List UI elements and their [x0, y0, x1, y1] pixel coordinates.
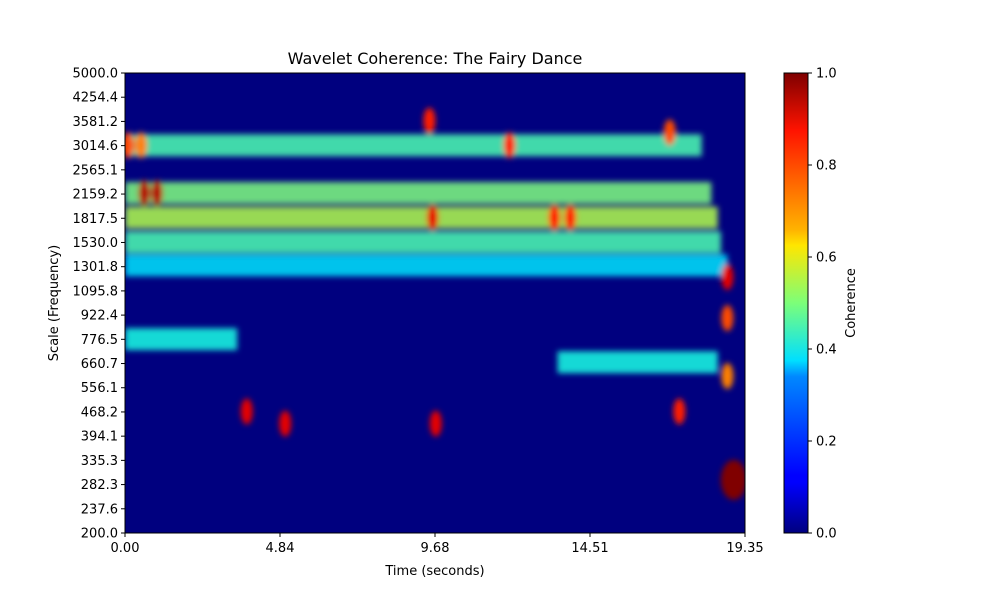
y-tick-label: 3014.6 [73, 139, 119, 154]
coherence-hotspot [426, 204, 439, 231]
y-tick-label: 335.3 [81, 454, 118, 469]
coherence-band [125, 328, 238, 351]
y-tick-label: 1817.5 [73, 212, 119, 227]
coherence-hotspot [135, 132, 148, 159]
y-tick-label: 237.6 [81, 502, 118, 517]
coherence-band [125, 231, 721, 254]
y-tick-label: 4254.4 [73, 91, 119, 106]
y-tick-label: 1530.0 [73, 236, 119, 251]
y-tick-label: 2565.1 [73, 163, 119, 178]
y-tick-label: 1301.8 [73, 260, 119, 275]
y-tick-label: 660.7 [81, 357, 118, 372]
y-axis: 200.0 237.6 282.3 335.3 394.1 468.2 556.1 660.7… [73, 67, 125, 542]
colorbar-tick-label: 0.4 [816, 343, 837, 358]
coherence-band [125, 134, 702, 157]
y-tick-label: 922.4 [81, 309, 118, 324]
y-tick-label: 468.2 [81, 405, 118, 420]
coherence-hotspot [279, 410, 292, 437]
y-tick-label: 2159.2 [73, 188, 119, 203]
y-tick-label: 776.5 [81, 333, 118, 348]
coherence-hotspot [125, 132, 135, 159]
colorbar-tick-label: 0.0 [816, 527, 837, 542]
y-tick-label: 1095.8 [73, 284, 119, 299]
x-tick-label: 0.00 [111, 541, 140, 556]
y-tick-label: 200.0 [81, 527, 118, 542]
coherence-hotspot [721, 263, 734, 290]
coherence-hotspot [663, 119, 676, 146]
heatmap-marks [125, 107, 745, 500]
coherence-hotspot [240, 398, 253, 425]
colorbar-ticks: 0.0 0.2 0.4 0.6 0.8 1.0 [808, 67, 837, 542]
coherence-hotspot [548, 204, 561, 231]
coherence-hotspot [564, 204, 577, 231]
colorbar-gradient [783, 72, 809, 534]
coherence-hotspot [423, 107, 436, 134]
y-axis-label: Scale (Frequency) [47, 245, 62, 361]
colorbar: 0.0 0.2 0.4 0.6 0.8 1.0 Coherence [783, 67, 859, 542]
coherence-hotspot [720, 459, 745, 500]
coherence-hotspot [721, 363, 734, 390]
colorbar-tick-label: 0.2 [816, 435, 837, 450]
colorbar-label: Coherence [844, 268, 859, 338]
y-tick-label: 3581.2 [73, 115, 119, 130]
coherence-hotspot [429, 410, 442, 437]
coherence-band [125, 254, 728, 277]
x-tick-label: 14.51 [571, 541, 608, 556]
coherence-hotspot [138, 179, 151, 206]
coherence-hotspot [673, 398, 686, 425]
x-tick-label: 19.35 [726, 541, 763, 556]
x-tick-label: 9.68 [421, 541, 450, 556]
y-tick-label: 282.3 [81, 478, 118, 493]
plot-area [125, 73, 745, 533]
coherence-band [125, 206, 718, 229]
coherence-hotspot [503, 132, 516, 159]
x-axis-label: Time (seconds) [384, 564, 484, 579]
coherence-hotspot [151, 179, 164, 206]
colorbar-tick-label: 0.8 [816, 159, 837, 174]
x-tick-label: 4.84 [266, 541, 295, 556]
y-tick-label: 5000.0 [73, 67, 119, 82]
x-axis: 0.00 4.84 9.68 14.51 19.35 [111, 533, 764, 556]
y-tick-label: 394.1 [81, 430, 118, 445]
coherence-band [125, 181, 712, 204]
colorbar-tick-label: 0.6 [816, 251, 837, 266]
coherence-band [557, 351, 718, 374]
y-tick-label: 556.1 [81, 381, 118, 396]
chart-title: Wavelet Coherence: The Fairy Dance [288, 49, 583, 68]
coherence-hotspot [721, 305, 734, 332]
colorbar-tick-label: 1.0 [816, 67, 837, 82]
